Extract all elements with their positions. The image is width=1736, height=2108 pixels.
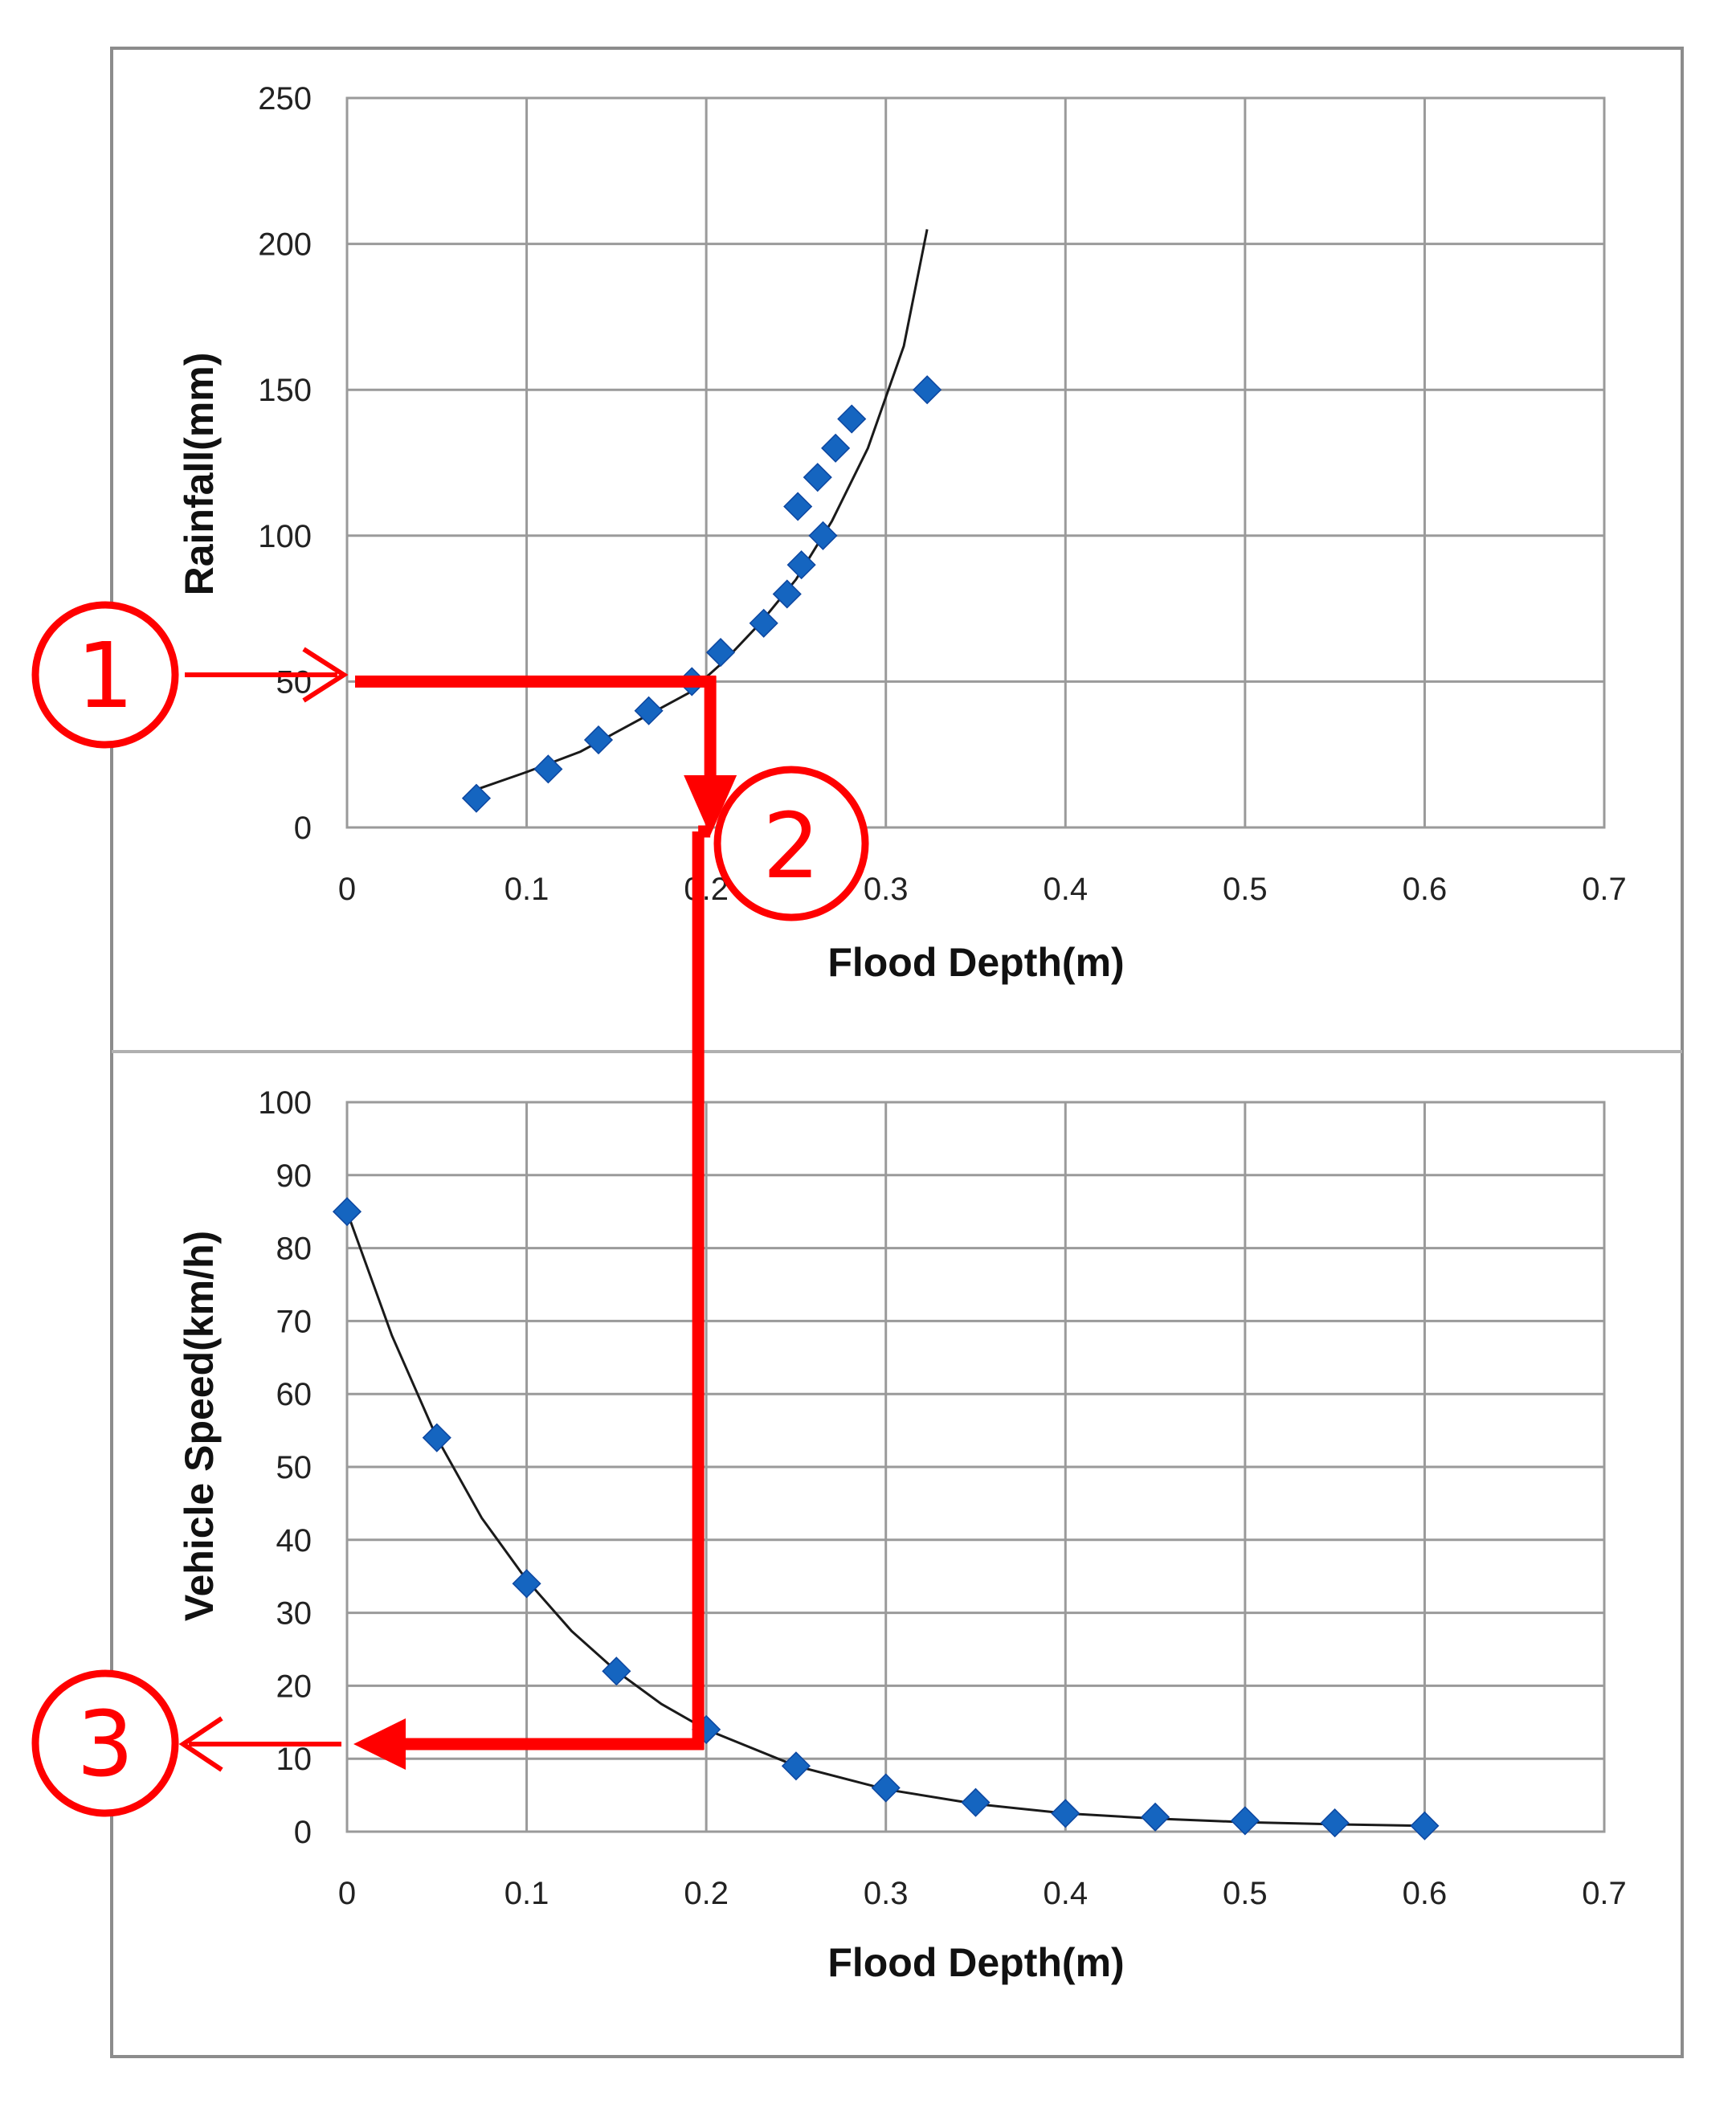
- data-point: [705, 638, 736, 668]
- x-tick-label: 0.2: [684, 872, 729, 907]
- top-x-axis-title: Flood Depth(m): [827, 940, 1124, 985]
- speed-depth-chart: 0 0.1 0.2 0.3 0.4 0.5 0.6 0.7 0 10 20 30 40 50 60 70 80 9…: [258, 1085, 1627, 1911]
- y-tick-label: 40: [276, 1523, 312, 1559]
- data-point: [602, 1657, 631, 1686]
- data-point: [1141, 1802, 1170, 1832]
- step-2-label: 2: [762, 795, 819, 899]
- trendline: [476, 229, 929, 791]
- bottom-y-axis-title: Vehicle Speed(km/h): [177, 1231, 222, 1621]
- data-point: [781, 1751, 811, 1781]
- step-3-arrow-head: [178, 1716, 223, 1772]
- data-point: [786, 550, 816, 580]
- data-point: [332, 1197, 362, 1227]
- data-point: [783, 492, 813, 521]
- x-tick-label: 0: [338, 1876, 356, 1911]
- x-tick-label: 0.5: [1223, 1876, 1268, 1911]
- x-tick-label: 0.6: [1403, 1876, 1448, 1911]
- data-point: [749, 608, 778, 638]
- y-tick-label: 250: [258, 81, 312, 116]
- data-point: [1320, 1808, 1350, 1838]
- x-tick-label: 0.5: [1223, 872, 1268, 907]
- y-tick-label: 200: [258, 227, 312, 263]
- y-tick-label: 90: [276, 1158, 312, 1194]
- data-point: [913, 375, 942, 405]
- data-point: [461, 783, 492, 813]
- step-3-circle: [31, 1669, 179, 1817]
- step-1-arrow-head: [302, 647, 349, 703]
- x-tick-label: 0.4: [1043, 1876, 1088, 1911]
- y-tick-label: 150: [258, 373, 312, 408]
- y-tick-label: 60: [276, 1377, 312, 1412]
- data-point: [803, 463, 832, 492]
- x-tick-label: 0.1: [504, 872, 549, 907]
- data-point: [837, 404, 867, 434]
- x-tick-label: 0.2: [684, 1876, 729, 1911]
- speed-arrow-head: [353, 1718, 406, 1771]
- step-1-circle: [31, 601, 179, 749]
- data-point: [1230, 1806, 1260, 1836]
- data-point: [422, 1423, 451, 1452]
- data-point: [871, 1773, 901, 1803]
- y-tick-label: 50: [276, 664, 312, 700]
- y-tick-label: 100: [258, 519, 312, 554]
- rainfall-depth-chart: 0 0.1 0.2 0.3 0.4 0.5 0.6 0.7 0 50 100 150 200 250: [258, 81, 1627, 907]
- step-1-label: 1: [76, 624, 133, 729]
- x-tick-label: 0.6: [1403, 872, 1448, 907]
- plot-area: [345, 96, 1606, 829]
- y-tick-label: 80: [276, 1232, 312, 1267]
- procedure-overlay: 1 2 3: [31, 601, 869, 1817]
- y-tick-label: 100: [258, 1085, 312, 1121]
- y-tick-label: 10: [276, 1742, 312, 1777]
- data-point: [772, 579, 802, 609]
- data-point: [583, 725, 614, 755]
- data-point: [1051, 1799, 1080, 1828]
- data-point: [808, 521, 838, 550]
- data-point: [512, 1569, 541, 1599]
- x-tick-label: 0.3: [864, 872, 909, 907]
- y-tick-label: 70: [276, 1304, 312, 1339]
- x-tick-label: 0.1: [504, 1876, 549, 1911]
- bottom-x-axis-title: Flood Depth(m): [827, 1940, 1124, 1985]
- data-point: [634, 696, 664, 725]
- y-tick-label: 50: [276, 1450, 312, 1485]
- x-tick-label: 0.7: [1582, 872, 1627, 907]
- y-tick-label: 0: [294, 811, 312, 846]
- x-tick-label: 0.4: [1043, 872, 1088, 907]
- y-tick-label: 30: [276, 1596, 312, 1632]
- x-tick-label: 0.7: [1582, 1876, 1627, 1911]
- data-point: [961, 1787, 991, 1817]
- depth-arrow-head: [684, 775, 737, 835]
- top-y-axis-title: Rainfall(mm): [177, 353, 222, 596]
- x-tick-label: 0.3: [864, 1876, 909, 1911]
- data-point: [1410, 1811, 1440, 1840]
- y-tick-label: 0: [294, 1815, 312, 1850]
- step-3-label: 3: [76, 1693, 133, 1797]
- x-tick-label: 0: [338, 872, 356, 907]
- data-point: [533, 754, 563, 784]
- y-tick-label: 20: [276, 1669, 312, 1704]
- data-point: [821, 433, 851, 463]
- step-2-circle: [713, 766, 869, 921]
